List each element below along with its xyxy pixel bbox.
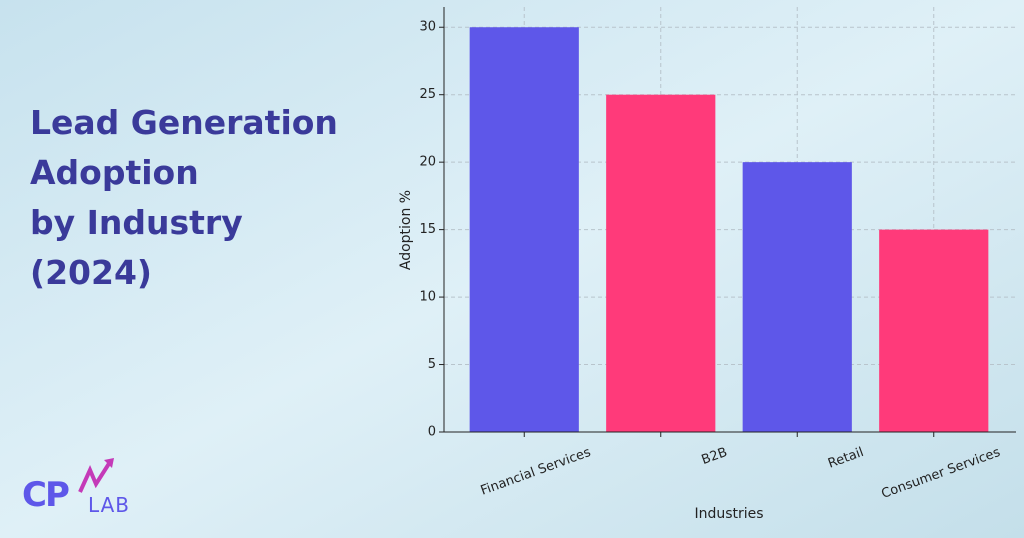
x-axis-title: Industries	[694, 506, 763, 522]
y-axis-title: Adoption %	[398, 190, 414, 270]
chart-title: Adoption	[30, 153, 199, 192]
logo-mark: CP	[22, 475, 69, 515]
chart-title: by Industry	[30, 203, 243, 242]
y-tick-label: 15	[419, 222, 436, 237]
bar	[469, 27, 579, 432]
y-tick-label: 20	[419, 155, 436, 170]
logo-name: LAB	[88, 493, 130, 517]
chart-title: (2024)	[30, 253, 152, 292]
y-tick-label: 10	[419, 290, 436, 305]
bar	[606, 94, 716, 432]
y-tick-label: 30	[419, 20, 436, 35]
bar	[879, 229, 989, 432]
y-tick-label: 0	[428, 425, 436, 440]
y-tick-label: 5	[428, 357, 436, 372]
chart-title: Lead Generation	[30, 103, 338, 142]
logo-arrow	[78, 460, 112, 493]
logo-arrowhead	[104, 458, 114, 468]
y-tick-label: 25	[419, 87, 436, 102]
bar	[742, 162, 852, 432]
